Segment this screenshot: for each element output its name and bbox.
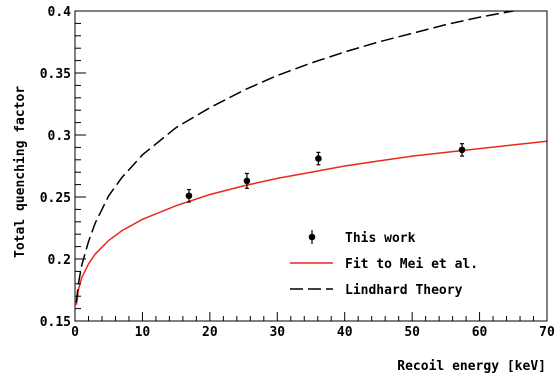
x-tick-label: 50 xyxy=(404,325,420,340)
plot-frame xyxy=(74,10,548,322)
lindhard-curve xyxy=(75,11,518,303)
y-tick-label: 0.15 xyxy=(40,315,71,330)
y-tick-label: 0.4 xyxy=(48,5,72,20)
point-marker xyxy=(458,146,466,154)
data-point xyxy=(185,188,193,203)
legend-item-this-work: This work xyxy=(308,230,416,246)
data-point xyxy=(315,151,322,166)
x-tick-label: 70 xyxy=(539,325,555,340)
series-points xyxy=(185,143,466,203)
legend-label-this-work: This work xyxy=(345,231,416,246)
y-tick-label: 0.3 xyxy=(48,129,71,144)
y-tick-label: 0.2 xyxy=(48,253,71,268)
data-point xyxy=(243,172,251,189)
x-axis-ticks: 0 10 20 30 40 50 60 70 xyxy=(71,312,555,340)
x-tick-label: 10 xyxy=(135,325,151,340)
legend-label-lindhard: Lindhard Theory xyxy=(345,283,463,298)
x-tick-label: 60 xyxy=(472,325,488,340)
legend-marker-icon xyxy=(308,233,316,241)
x-tick-label: 20 xyxy=(202,325,218,340)
y-tick-label: 0.35 xyxy=(40,67,71,82)
legend-item-lindhard: Lindhard Theory xyxy=(290,283,463,298)
legend-label-fit: Fit to Mei et al. xyxy=(345,257,478,272)
x-axis-title: Recoil energy [keV] xyxy=(397,359,546,374)
legend-item-fit: Fit to Mei et al. xyxy=(290,257,478,272)
x-tick-label: 40 xyxy=(337,325,353,340)
point-marker xyxy=(315,155,322,162)
y-axis-title: Total quenching factor xyxy=(13,86,28,258)
series-lines xyxy=(75,11,547,305)
y-axis-ticks: 0.15 0.2 0.25 0.3 0.35 0.4 xyxy=(40,5,86,330)
x-tick-label: 30 xyxy=(269,325,285,340)
legend: This work Fit to Mei et al. Lindhard The… xyxy=(290,230,478,298)
point-marker xyxy=(243,177,251,185)
point-marker xyxy=(185,192,193,200)
y-tick-label: 0.25 xyxy=(40,191,71,206)
plot-area-clipped xyxy=(75,11,547,305)
data-point xyxy=(458,143,466,157)
x-tick-label: 0 xyxy=(71,325,79,340)
fit-curve xyxy=(75,140,547,305)
